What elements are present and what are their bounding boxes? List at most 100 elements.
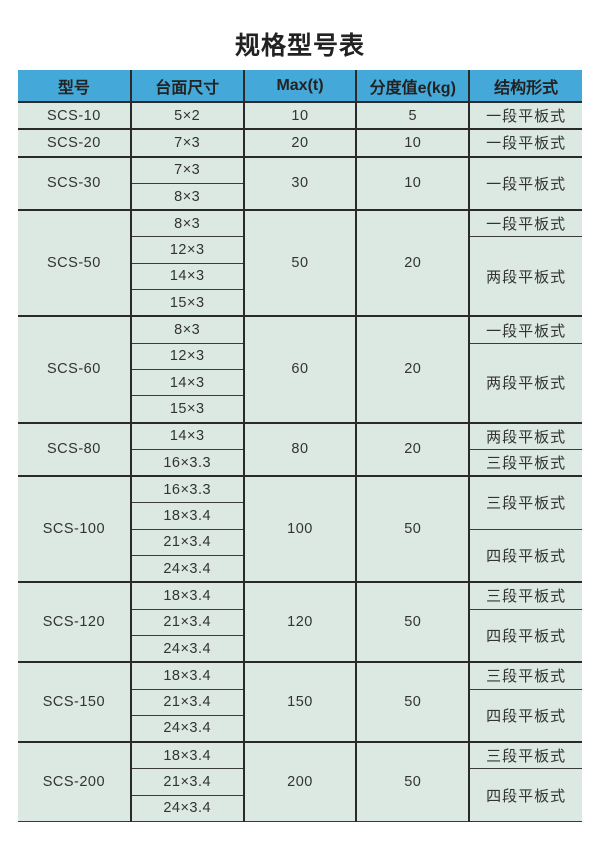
structure-cell: 四段平板式	[469, 609, 582, 664]
table-row: SCS-150 18×3.4 150 50 三段平板式	[18, 662, 582, 744]
platform-size-cell: 24×3.4	[130, 795, 245, 823]
table-row: 15×3	[18, 395, 582, 424]
division-cell: 50	[356, 742, 471, 823]
platform-size-cell: 16×3.3	[130, 449, 245, 478]
platform-size-cell: 24×3.4	[130, 555, 245, 584]
platform-size-cell: 18×3.4	[130, 502, 245, 530]
max-capacity-cell: 80	[243, 422, 358, 478]
division-cell: 50	[356, 476, 471, 584]
platform-size-cell: 18×3.4	[130, 582, 245, 610]
structure-cell: 两段平板式	[469, 236, 582, 318]
platform-size-cell: 14×3	[130, 422, 245, 450]
platform-size-cell: 21×3.4	[130, 689, 245, 716]
division-cell: 20	[356, 316, 471, 424]
max-capacity-cell: 120	[243, 582, 358, 664]
max-capacity-cell: 50	[243, 210, 358, 318]
platform-size-cell: 12×3	[130, 236, 245, 264]
table-row: SCS-100 16×3.3 100 50 三段平板式	[18, 476, 582, 584]
structure-cell: 一段平板式	[469, 129, 582, 158]
table-row: 24×3.4	[18, 715, 582, 744]
structure-cell: 两段平板式	[469, 422, 582, 450]
platform-size-cell: 18×3.4	[130, 742, 245, 770]
header-platform-size: 台面尺寸	[130, 70, 245, 103]
division-cell: 50	[356, 582, 471, 664]
division-cell: 20	[356, 210, 471, 318]
platform-size-cell: 24×3.4	[130, 635, 245, 664]
header-max: Max(t)	[243, 70, 358, 103]
header-model: 型号	[18, 70, 132, 103]
table-row: 21×3.4 四段平板式	[18, 689, 582, 744]
spec-table: 型号 台面尺寸 Max(t) 分度值e(kg) 结构形式 SCS-10 5×2 10…	[18, 70, 582, 823]
table-row: 8×3	[18, 183, 582, 212]
table-row: SCS-120 18×3.4 120 50 三段平板式	[18, 582, 582, 664]
max-capacity-cell: 200	[243, 742, 358, 823]
model-cell: SCS-50	[18, 210, 132, 318]
max-capacity-cell: 60	[243, 316, 358, 424]
division-cell: 20	[356, 422, 471, 478]
platform-size-cell: 8×3	[130, 316, 245, 344]
model-cell: SCS-20	[18, 129, 132, 158]
model-cell: SCS-100	[18, 476, 132, 584]
platform-size-cell: 12×3	[130, 343, 245, 370]
model-cell: SCS-30	[18, 156, 132, 212]
structure-cell: 三段平板式	[469, 449, 582, 478]
platform-size-cell: 5×2	[130, 102, 245, 131]
max-capacity-cell: 30	[243, 156, 358, 212]
model-cell: SCS-150	[18, 662, 132, 744]
platform-size-cell: 16×3.3	[130, 476, 245, 504]
structure-cell: 一段平板式	[469, 316, 582, 344]
platform-size-cell: 14×3	[130, 369, 245, 397]
structure-cell: 三段平板式	[469, 582, 582, 610]
platform-size-cell: 21×3.4	[130, 529, 245, 557]
table-row: SCS-50 8×3 50 20 一段平板式	[18, 210, 582, 318]
max-capacity-cell: 10	[243, 102, 358, 131]
model-cell: SCS-10	[18, 102, 132, 131]
structure-cell: 一段平板式	[469, 102, 582, 131]
table-row: SCS-20 7×3 20 10 一段平板式	[18, 129, 582, 158]
structure-cell: 三段平板式	[469, 662, 582, 690]
model-cell: SCS-80	[18, 422, 132, 478]
structure-cell: 一段平板式	[469, 210, 582, 238]
model-cell: SCS-200	[18, 742, 132, 823]
structure-cell: 三段平板式	[469, 476, 582, 530]
table-row: 21×3.4 四段平板式	[18, 768, 582, 823]
division-cell: 5	[356, 102, 471, 131]
max-capacity-cell: 20	[243, 129, 358, 158]
division-cell: 50	[356, 662, 471, 744]
platform-size-cell: 14×3	[130, 263, 245, 291]
table-row: 24×3.4	[18, 635, 582, 664]
table-row: SCS-80 14×3 80 20 两段平板式	[18, 422, 582, 478]
table-row: 18×3.4	[18, 502, 582, 530]
max-capacity-cell: 100	[243, 476, 358, 584]
table-row: 12×3 两段平板式	[18, 343, 582, 424]
page-title: 规格型号表	[234, 32, 365, 60]
table-row: SCS-10 5×2 10 5 一段平板式	[18, 102, 582, 131]
platform-size-cell: 15×3	[130, 289, 245, 318]
structure-cell: 四段平板式	[469, 529, 582, 584]
structure-cell: 四段平板式	[469, 689, 582, 744]
table-row: 12×3 两段平板式	[18, 236, 582, 318]
division-cell: 10	[356, 129, 471, 158]
platform-size-cell: 8×3	[130, 210, 245, 238]
platform-size-cell: 21×3.4	[130, 768, 245, 796]
max-capacity-cell: 150	[243, 662, 358, 744]
table-row: 16×3.3 三段平板式	[18, 449, 582, 478]
header-row: 型号 台面尺寸 Max(t) 分度值e(kg) 结构形式	[18, 70, 582, 103]
platform-size-cell: 15×3	[130, 395, 245, 424]
table-row: 21×3.4 四段平板式	[18, 529, 582, 584]
table-row: SCS-200 18×3.4 200 50 三段平板式	[18, 742, 582, 823]
table-row: 21×3.4 四段平板式	[18, 609, 582, 664]
model-cell: SCS-120	[18, 582, 132, 664]
platform-size-cell: 8×3	[130, 183, 245, 212]
table-row: 15×3	[18, 289, 582, 318]
platform-size-cell: 24×3.4	[130, 715, 245, 744]
table-row: 24×3.4	[18, 795, 582, 823]
table-row: 24×3.4	[18, 555, 582, 584]
table-row: 14×3	[18, 369, 582, 397]
model-cell: SCS-60	[18, 316, 132, 424]
table-row: SCS-30 7×3 30 10 一段平板式	[18, 156, 582, 212]
platform-size-cell: 21×3.4	[130, 609, 245, 636]
platform-size-cell: 7×3	[130, 129, 245, 158]
platform-size-cell: 18×3.4	[130, 662, 245, 690]
structure-cell: 一段平板式	[469, 156, 582, 212]
